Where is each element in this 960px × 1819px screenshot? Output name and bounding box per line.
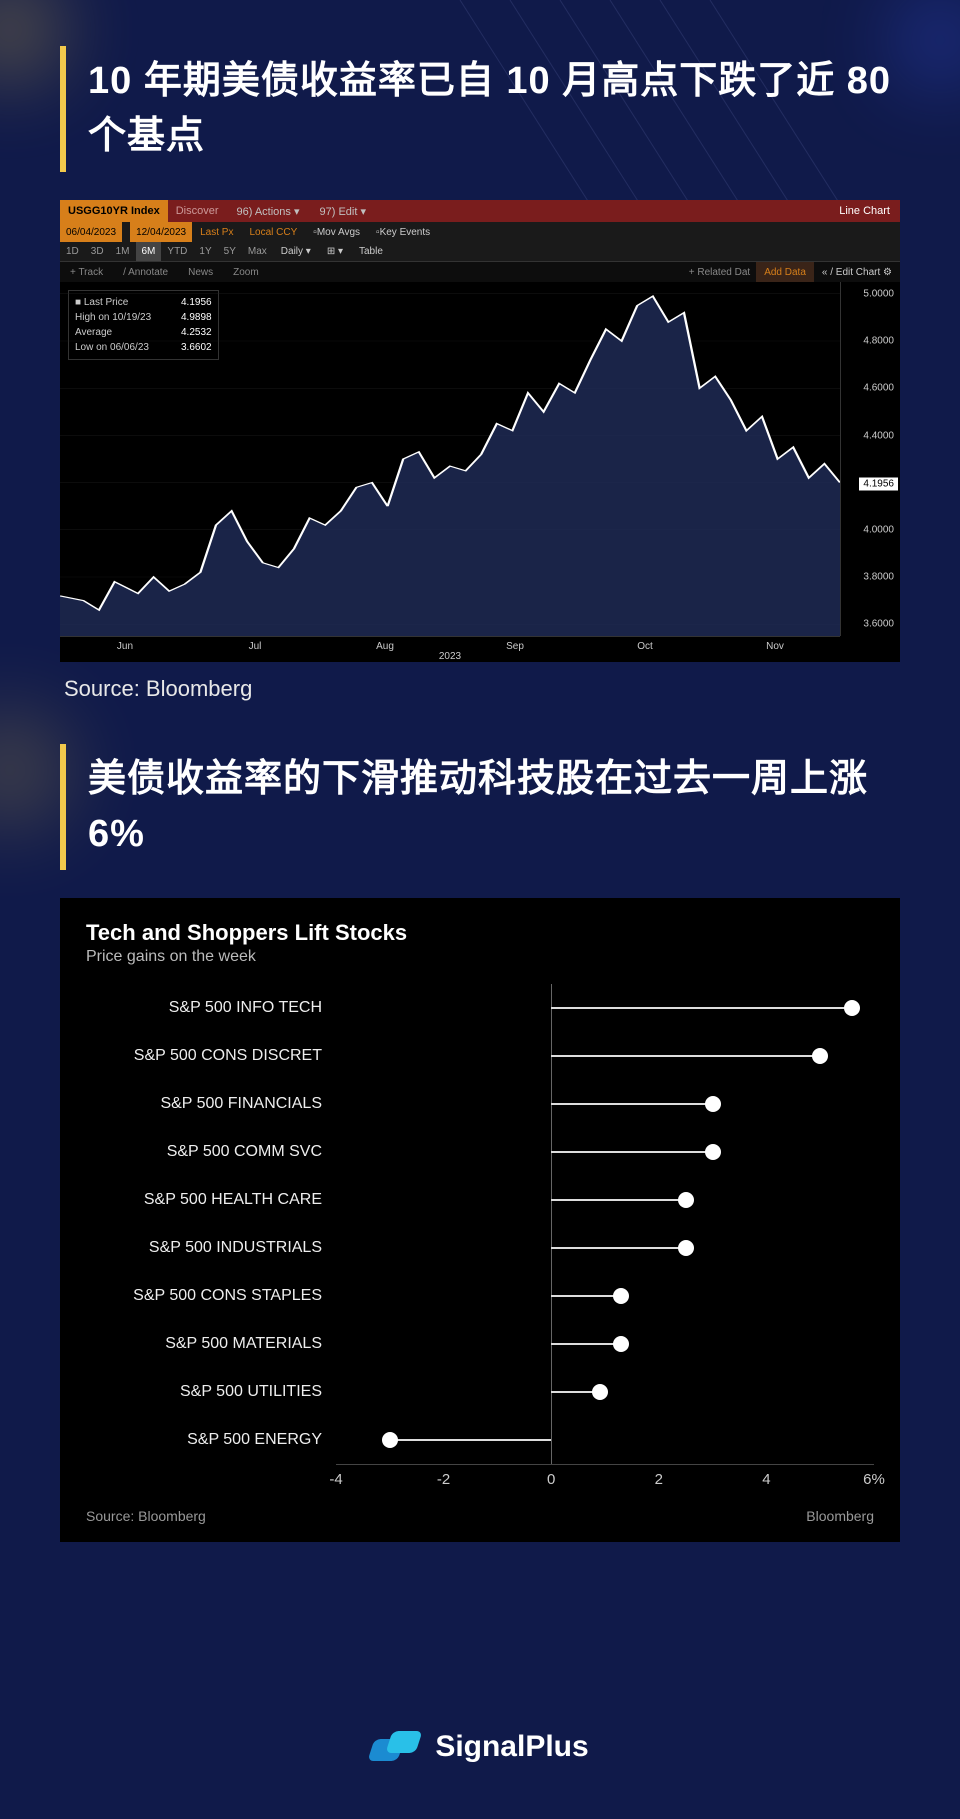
date-to[interactable]: 12/04/2023 bbox=[130, 222, 192, 242]
localccy-chip[interactable]: Local CCY bbox=[241, 222, 305, 242]
tool-news[interactable]: News bbox=[178, 262, 223, 282]
chart-xaxis: 2023 Jun Jul Aug Sep Oct Nov bbox=[60, 636, 840, 662]
lolli-row bbox=[336, 1272, 874, 1320]
chart-type-label[interactable]: Line Chart bbox=[829, 200, 900, 222]
movavgs-chip[interactable]: ▫ Mov Avgs bbox=[305, 222, 368, 242]
lolli-row-label: S&P 500 MATERIALS bbox=[86, 1320, 336, 1368]
xtick: Sep bbox=[506, 641, 524, 652]
terminal-chart-area: ■ Last Price4.1956 High on 10/19/234.989… bbox=[60, 282, 900, 662]
terminal-tools-bar: + Track/ AnnotateNewsZoom + Related Dat … bbox=[60, 262, 900, 282]
lolli-plot bbox=[336, 984, 874, 1464]
actions-menu[interactable]: 96) Actions ▾ bbox=[227, 200, 310, 222]
terminal-top-bar: USGG10YR Index Discover 96) Actions ▾ 97… bbox=[60, 200, 900, 222]
daily-dropdown[interactable]: Daily ▾ bbox=[273, 242, 319, 261]
bloomberg-terminal: USGG10YR Index Discover 96) Actions ▾ 97… bbox=[60, 200, 900, 662]
lolli-row bbox=[336, 1176, 874, 1224]
lolli-row-label: S&P 500 FINANCIALS bbox=[86, 1080, 336, 1128]
lolli-row-label: S&P 500 HEALTH CARE bbox=[86, 1176, 336, 1224]
lolli-title: Tech and Shoppers Lift Stocks bbox=[86, 920, 874, 946]
tool-track[interactable]: + Track bbox=[60, 262, 113, 282]
tool-annotate[interactable]: / Annotate bbox=[113, 262, 178, 282]
lolli-xtick: 4 bbox=[762, 1471, 770, 1488]
source-1: Source: Bloomberg bbox=[64, 676, 896, 702]
ycurrent-badge: 4.1956 bbox=[859, 477, 898, 490]
ytick: 3.6000 bbox=[863, 619, 894, 630]
range-buttons: 1D3D1M6MYTD1Y5YMax bbox=[60, 242, 273, 261]
terminal-date-bar: 06/04/2023 12/04/2023 Last Px Local CCY … bbox=[60, 222, 900, 242]
xaxis-year: 2023 bbox=[439, 651, 461, 662]
headline-2-text: 美债收益率的下滑推动科技股在过去一周上涨 6% bbox=[88, 752, 900, 862]
xtick: Jun bbox=[117, 641, 133, 652]
brand-logo-icon bbox=[371, 1729, 423, 1765]
range-3d[interactable]: 3D bbox=[85, 242, 110, 261]
lastpx-chip[interactable]: Last Px bbox=[192, 222, 241, 242]
ytick: 4.8000 bbox=[863, 336, 894, 347]
terminal-range-bar: 1D3D1M6MYTD1Y5YMax Daily ▾ ⊞ ▾ Table bbox=[60, 242, 900, 262]
lolli-row-label: S&P 500 INFO TECH bbox=[86, 984, 336, 1032]
lolli-row bbox=[336, 1032, 874, 1080]
brand-name: SignalPlus bbox=[435, 1730, 588, 1764]
lolli-source-right: Bloomberg bbox=[806, 1508, 874, 1524]
lolli-row-label: S&P 500 CONS STAPLES bbox=[86, 1272, 336, 1320]
lolli-row bbox=[336, 1368, 874, 1416]
range-5y[interactable]: 5Y bbox=[218, 242, 242, 261]
headline-2: 美债收益率的下滑推动科技股在过去一周上涨 6% bbox=[60, 744, 900, 870]
edit-chart-button[interactable]: « / Edit Chart ⚙ bbox=[814, 262, 900, 282]
spacer bbox=[376, 200, 829, 222]
headline-1: 10 年期美债收益率已自 10 月高点下跌了近 80 个基点 bbox=[60, 46, 900, 172]
ytick: 3.8000 bbox=[863, 572, 894, 583]
ytick: 4.6000 bbox=[863, 383, 894, 394]
lollipop-chart: Tech and Shoppers Lift Stocks Price gain… bbox=[60, 898, 900, 1542]
table-button[interactable]: Table bbox=[351, 242, 391, 261]
lolli-xaxis: -4-20246% bbox=[336, 1464, 874, 1502]
ytick: 4.4000 bbox=[863, 430, 894, 441]
chart-yaxis: 3.60003.80004.00004.20004.40004.60004.80… bbox=[840, 282, 900, 636]
range-max[interactable]: Max bbox=[242, 242, 273, 261]
lolli-row-label: S&P 500 COMM SVC bbox=[86, 1128, 336, 1176]
view-toggle[interactable]: ⊞ ▾ bbox=[319, 242, 351, 261]
related-data[interactable]: + Related Dat bbox=[683, 262, 756, 282]
headline-1-text: 10 年期美债收益率已自 10 月高点下跌了近 80 个基点 bbox=[88, 54, 900, 164]
lolli-row bbox=[336, 1224, 874, 1272]
lolli-row bbox=[336, 984, 874, 1032]
lolli-xtick: 6% bbox=[863, 1471, 885, 1488]
xtick: Jul bbox=[249, 641, 262, 652]
edit-menu[interactable]: 97) Edit ▾ bbox=[310, 200, 377, 222]
keyevents-chip[interactable]: ▫ Key Events bbox=[368, 222, 438, 242]
lolli-row bbox=[336, 1416, 874, 1464]
lolli-labels: S&P 500 INFO TECHS&P 500 CONS DISCRETS&P… bbox=[86, 984, 336, 1464]
lolli-row-label: S&P 500 UTILITIES bbox=[86, 1368, 336, 1416]
lolli-row-label: S&P 500 INDUSTRIALS bbox=[86, 1224, 336, 1272]
lolli-row bbox=[336, 1320, 874, 1368]
lolli-subtitle: Price gains on the week bbox=[86, 948, 874, 966]
xtick: Aug bbox=[376, 641, 394, 652]
brand-footer: SignalPlus bbox=[0, 1729, 960, 1765]
ticker-chip[interactable]: USGG10YR Index bbox=[60, 200, 168, 222]
xtick: Oct bbox=[637, 641, 653, 652]
lolli-row bbox=[336, 1128, 874, 1176]
lolli-xtick: -2 bbox=[437, 1471, 450, 1488]
ytick: 4.0000 bbox=[863, 524, 894, 535]
range-1d[interactable]: 1D bbox=[60, 242, 85, 261]
lolli-xtick: -4 bbox=[329, 1471, 342, 1488]
lolli-row-label: S&P 500 CONS DISCRET bbox=[86, 1032, 336, 1080]
lolli-row-label: S&P 500 ENERGY bbox=[86, 1416, 336, 1464]
xtick: Nov bbox=[766, 641, 784, 652]
date-from[interactable]: 06/04/2023 bbox=[60, 222, 122, 242]
add-data-button[interactable]: Add Data bbox=[756, 262, 814, 282]
lolli-source-left: Source: Bloomberg bbox=[86, 1508, 206, 1524]
discover-button[interactable]: Discover bbox=[168, 200, 227, 222]
tool-zoom[interactable]: Zoom bbox=[223, 262, 269, 282]
range-1y[interactable]: 1Y bbox=[193, 242, 217, 261]
range-6m[interactable]: 6M bbox=[136, 242, 162, 261]
range-1m[interactable]: 1M bbox=[110, 242, 136, 261]
lolli-xtick: 2 bbox=[655, 1471, 663, 1488]
range-ytd[interactable]: YTD bbox=[161, 242, 193, 261]
chart-plot bbox=[60, 282, 840, 636]
lolli-row bbox=[336, 1080, 874, 1128]
ytick: 5.0000 bbox=[863, 288, 894, 299]
lolli-xtick: 0 bbox=[547, 1471, 555, 1488]
